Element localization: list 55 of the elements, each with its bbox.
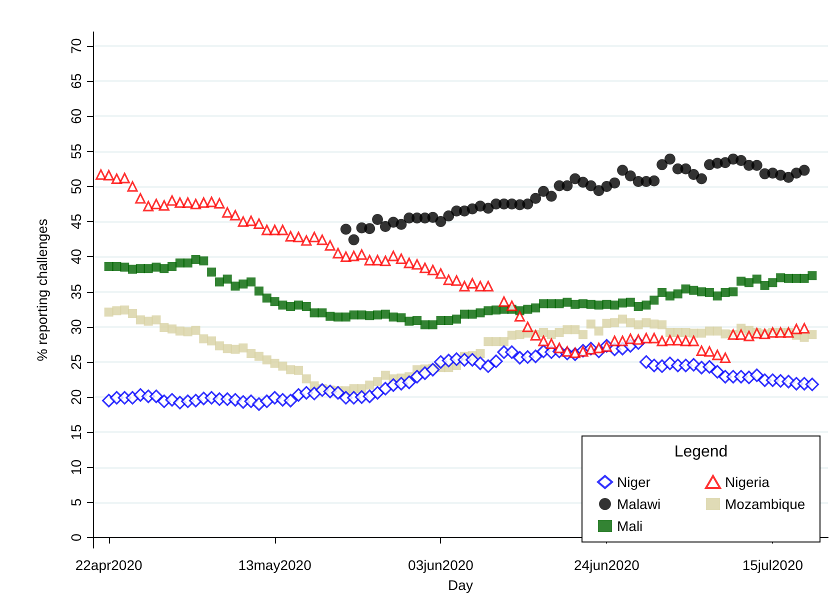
y-tick-label: 70	[68, 38, 84, 54]
y-tick-label: 20	[68, 389, 84, 405]
point	[798, 164, 810, 176]
point	[656, 159, 668, 170]
y-tick-label: 15	[68, 424, 84, 440]
legend-label: Malawi	[617, 496, 661, 512]
point	[372, 214, 384, 225]
y-tick-label: 10	[68, 459, 84, 476]
point	[617, 164, 628, 176]
point	[782, 172, 794, 183]
point	[680, 163, 692, 174]
x-tick-label: 15jul2020	[742, 557, 804, 573]
point	[538, 186, 549, 197]
point	[348, 234, 360, 246]
point	[435, 216, 446, 228]
point	[736, 154, 747, 166]
point	[443, 210, 454, 222]
x-tick-label: 22apr2020	[75, 557, 142, 573]
point	[585, 180, 596, 192]
y-tick-label: 55	[68, 143, 84, 160]
y-axis-title: % reporting challenges	[34, 218, 50, 362]
point	[380, 220, 391, 232]
point	[546, 190, 557, 202]
point	[648, 175, 660, 186]
point	[522, 198, 534, 210]
y-tick-label: 60	[68, 108, 84, 124]
y-tick-label: 25	[68, 354, 84, 370]
x-tick-label: 13may2020	[238, 557, 312, 573]
point	[696, 173, 708, 184]
y-tick-label: 40	[68, 248, 84, 264]
x-axis-title: Day	[448, 577, 473, 593]
y-tick-label: 5	[68, 498, 84, 506]
y-tick-label: 50	[68, 178, 84, 194]
point	[340, 224, 352, 235]
point	[624, 170, 636, 182]
point	[530, 192, 542, 204]
legend-label: Niger	[617, 474, 651, 490]
legend-label: Mozambique	[725, 496, 806, 512]
y-tick-label: 65	[68, 73, 84, 89]
y-tick-label: 45	[68, 214, 84, 230]
x-tick-label: 24jun2020	[574, 557, 640, 573]
legend-label: Nigeria	[725, 474, 770, 490]
point	[562, 180, 573, 192]
point	[751, 160, 762, 171]
legend-title: Legend	[674, 444, 728, 460]
y-tick-label: 35	[68, 284, 84, 300]
x-tick-label: 03jun2020	[408, 557, 474, 573]
point	[364, 223, 376, 234]
y-tick-label: 0	[68, 533, 84, 542]
legend-label: Mali	[617, 518, 643, 534]
point	[396, 218, 407, 230]
y-tick-label: 30	[68, 318, 84, 335]
point	[664, 154, 676, 165]
point	[688, 169, 700, 180]
point	[609, 177, 620, 188]
